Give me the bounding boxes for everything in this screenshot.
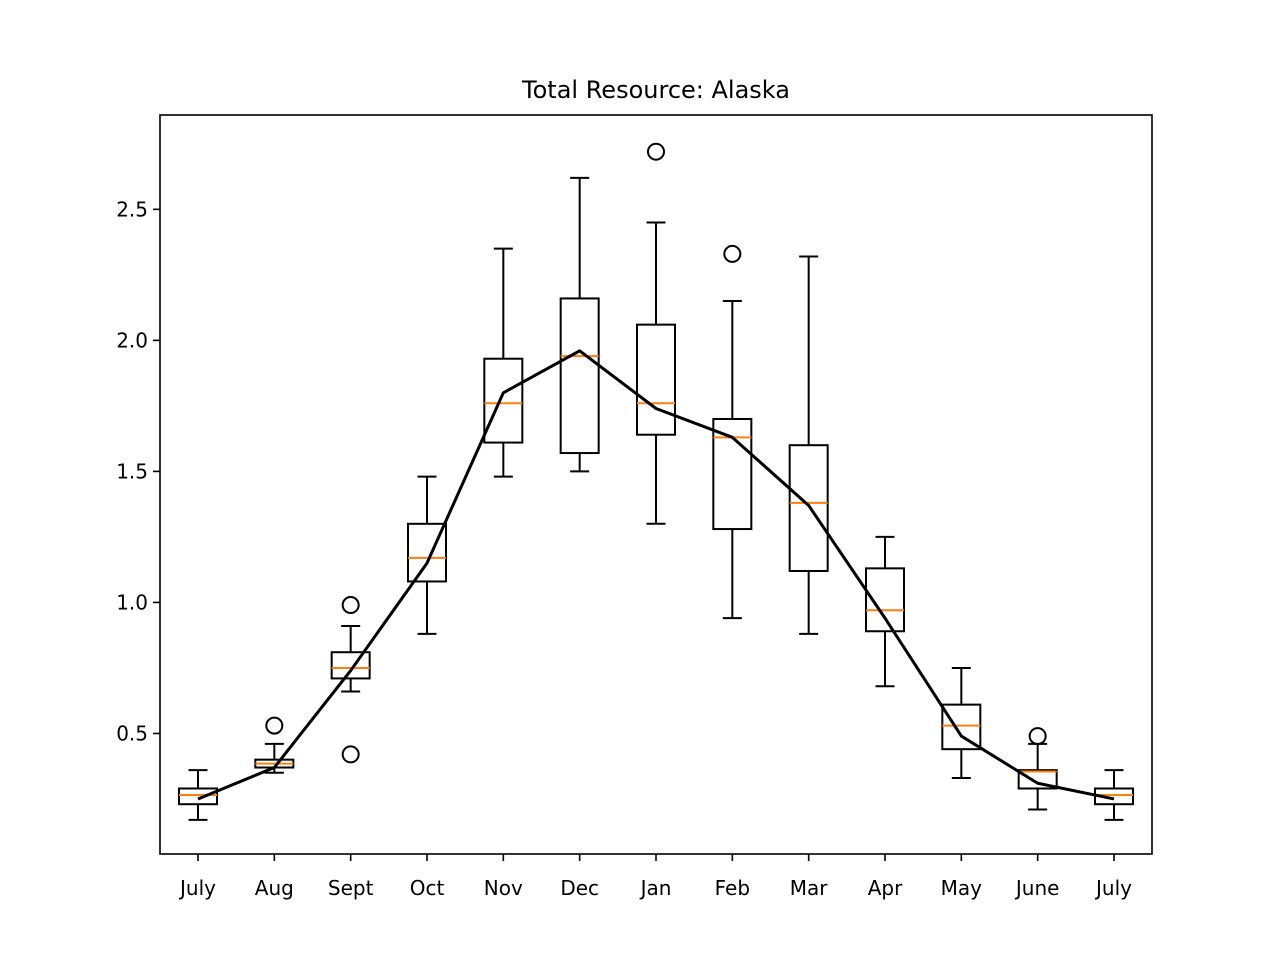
box-7: [636, 142, 676, 525]
mean-trend-line: [197, 349, 1115, 801]
x-tick-label: Dec: [560, 876, 599, 900]
box-3: [330, 596, 371, 764]
box-5: [483, 247, 524, 478]
x-tick-label: Oct: [410, 876, 445, 900]
box-body: [178, 787, 218, 806]
box-body: [636, 323, 676, 436]
box-4: [407, 475, 447, 635]
y-tick-label: 0.5: [116, 721, 148, 745]
outlier-point: [341, 596, 360, 615]
box-body: [1017, 769, 1058, 790]
box-body: [865, 567, 905, 633]
outlier-point: [723, 244, 742, 263]
outlier-point: [647, 142, 665, 161]
chart-title: Total Resource: Alaska: [521, 76, 790, 104]
box-6: [559, 176, 600, 473]
x-tick-label: Jan: [639, 876, 672, 900]
plot-area: 0.5 1.0 1.5 2.0 2.5 July Aug Sept Oct Nov Dec Jan Fe…: [116, 114, 1153, 900]
y-tick-label: 1.0: [116, 590, 148, 614]
box-body: [330, 651, 371, 680]
box-body: [712, 417, 753, 531]
x-tick-label: Mar: [790, 876, 829, 900]
x-tick-label: Aug: [255, 876, 294, 900]
outlier-point: [265, 716, 284, 735]
outlier-point: [1028, 727, 1047, 746]
box-9: [788, 255, 829, 635]
box-2: [254, 716, 295, 774]
x-tick-label: Feb: [715, 876, 750, 900]
x-tick-label: July: [178, 876, 216, 900]
x-tick-label: Nov: [484, 876, 523, 900]
box-body: [941, 703, 982, 751]
y-tick-label: 2.0: [116, 328, 148, 352]
box-body: [559, 297, 600, 455]
box-1: [178, 769, 218, 821]
outlier-point: [341, 745, 360, 764]
box-body: [788, 444, 829, 572]
x-tick-label: Sept: [328, 876, 374, 900]
box-body: [407, 522, 447, 583]
x-tick-label: May: [941, 876, 983, 900]
y-tick-label: 2.5: [116, 197, 148, 221]
box-10: [865, 535, 905, 688]
x-tick-label: Apr: [868, 876, 903, 900]
x-tick-label: July: [1094, 876, 1132, 900]
box-12: [1017, 727, 1058, 811]
box-body: [483, 357, 524, 444]
box-11: [941, 666, 982, 780]
x-tick-label: June: [1014, 876, 1060, 900]
y-tick-label: 1.5: [116, 459, 148, 483]
